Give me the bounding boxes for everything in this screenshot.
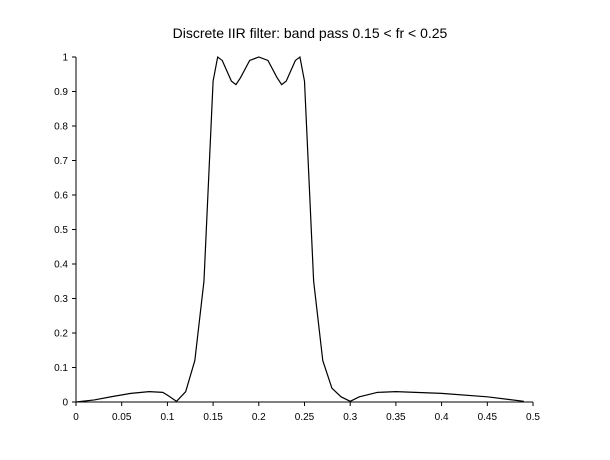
x-tick-label: 0.4 xyxy=(435,412,449,423)
y-tick-label: 0.6 xyxy=(54,191,68,202)
y-tick-label: 0.3 xyxy=(54,294,68,305)
x-tick-label: 0.3 xyxy=(343,412,357,423)
x-tick-label: 0.2 xyxy=(252,412,266,423)
y-tick-label: 1 xyxy=(62,53,68,64)
line-series xyxy=(75,55,524,403)
x-tick-label: 0.1 xyxy=(160,412,174,423)
y-tick-label: 0.9 xyxy=(54,87,68,98)
x-tick-label: 0.15 xyxy=(203,412,223,423)
y-tick-label: 0.1 xyxy=(54,363,68,374)
x-tick-label: 0 xyxy=(73,412,79,423)
x-tick-label: 0.45 xyxy=(478,412,498,423)
y-tick-label: 0 xyxy=(62,398,68,409)
x-tick-label: 0.05 xyxy=(112,412,132,423)
x-tick-label: 0.35 xyxy=(386,412,406,423)
chart-title: Discrete IIR filter: band pass 0.15 < fr… xyxy=(173,25,448,41)
y-tick-label: 0.8 xyxy=(54,122,68,133)
x-tick-label: 0.25 xyxy=(295,412,315,423)
y-tick-label: 0.4 xyxy=(54,260,68,271)
y-tick-label: 0.5 xyxy=(54,225,68,236)
y-tick-label: 0.2 xyxy=(54,329,68,340)
y-tick-label: 0.7 xyxy=(54,156,68,167)
x-tick-label: 0.5 xyxy=(526,412,540,423)
